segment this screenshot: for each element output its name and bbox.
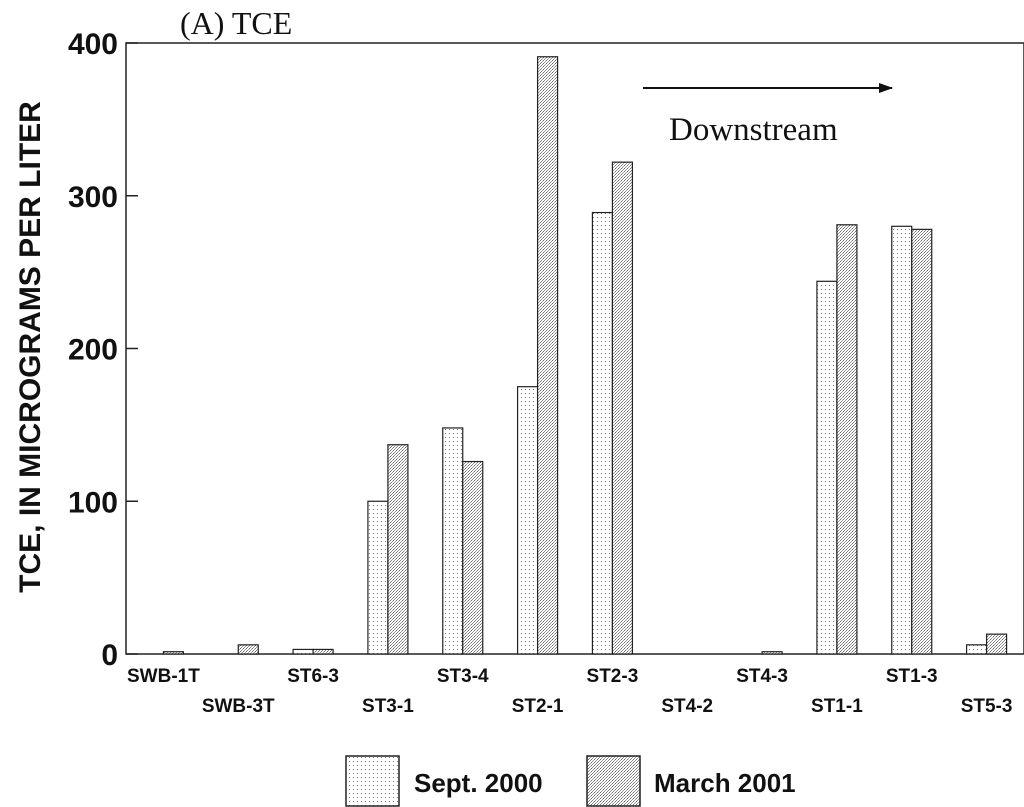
chart-title: (A) TCE	[180, 5, 292, 41]
y-tick-label: 200	[68, 334, 118, 367]
y-axis-ticks: 0 100 200 300 400	[68, 28, 138, 672]
bar-swb-3t-march-2001	[237, 644, 259, 655]
bar-st1-3-sept-2000	[891, 225, 913, 655]
x-tick-label: ST4-2	[661, 696, 713, 717]
y-tick-label: 300	[68, 181, 118, 214]
x-tick-label: ST6-3	[287, 666, 339, 687]
bar-st1-1-march-2001	[836, 224, 858, 655]
bar-st5-3-march-2001	[985, 633, 1008, 655]
bar-st5-3-sept-2000	[965, 644, 988, 655]
y-tick-label: 0	[101, 639, 118, 672]
bar-st2-3-sept-2000	[591, 211, 614, 655]
y-tick-label: 100	[68, 486, 118, 519]
x-tick-label: ST2-1	[512, 696, 564, 717]
downstream-annotation: Downstream	[669, 112, 838, 148]
legend: Sept. 2000 March 2001	[345, 755, 796, 807]
bar-st1-1-sept-2000	[816, 280, 838, 655]
x-tick-label: ST3-4	[437, 666, 489, 687]
legend-label-march-2001: March 2001	[654, 768, 796, 798]
bar-st3-1-sept-2000	[367, 500, 389, 655]
x-tick-label: ST5-3	[961, 696, 1013, 717]
x-tick-label: SWB-1T	[127, 666, 200, 687]
bar-st3-1-march-2001	[387, 444, 409, 655]
bars	[162, 56, 1008, 655]
bar-st3-4-march-2001	[462, 460, 484, 655]
y-tick-label: 400	[68, 28, 118, 61]
x-tick-label: ST1-1	[811, 696, 863, 717]
bar-st4-3-march-2001	[761, 651, 783, 655]
y-axis-label: TCE, IN MICROGRAMS PER LITER	[14, 101, 47, 593]
x-tick-label: ST2-3	[587, 666, 639, 687]
legend-swatch-sept-2000	[345, 755, 400, 807]
x-tick-label: ST1-3	[886, 666, 938, 687]
bar-st2-3-march-2001	[611, 161, 634, 655]
bar-swb-1t-march-2001	[162, 651, 185, 655]
legend-swatch-march-2001	[586, 755, 641, 807]
x-tick-label: SWB-3T	[202, 696, 275, 717]
bar-st6-3-sept-2000	[292, 648, 314, 655]
bar-st3-4-sept-2000	[442, 427, 464, 655]
bar-st1-3-march-2001	[911, 228, 933, 655]
bar-st6-3-march-2001	[312, 648, 334, 655]
plot-frame	[125, 42, 1024, 655]
bar-st2-1-march-2001	[536, 56, 559, 655]
x-tick-label: ST3-1	[362, 696, 414, 717]
bar-st2-1-sept-2000	[516, 386, 539, 655]
x-tick-label: ST4-3	[736, 666, 788, 687]
legend-label-sept-2000: Sept. 2000	[414, 768, 543, 798]
